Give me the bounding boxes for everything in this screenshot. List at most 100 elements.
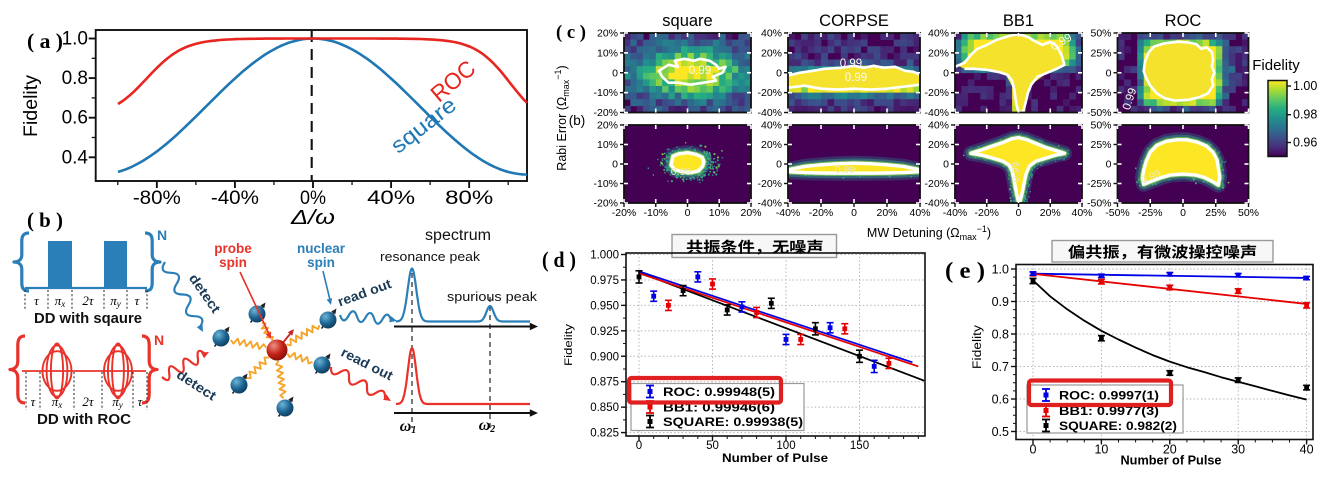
svg-text:πx: πx (55, 293, 66, 309)
svg-text:2τ: 2τ (82, 394, 95, 409)
svg-text:nuclear: nuclear (297, 241, 346, 256)
svg-text:150: 150 (850, 440, 869, 452)
svg-text:1.00: 1.00 (1293, 79, 1317, 93)
svg-text:0.8: 0.8 (62, 68, 88, 89)
svg-text:probe: probe (214, 241, 252, 256)
svg-text:-20%: -20% (757, 87, 782, 99)
svg-text:0.99: 0.99 (671, 166, 692, 178)
svg-text:DD with ROC: DD with ROC (37, 412, 132, 428)
svg-text:50%: 50% (1090, 120, 1111, 132)
svg-text:N: N (154, 332, 164, 348)
svg-text:Fidelity: Fidelity (563, 323, 575, 366)
svg-text:50%: 50% (1238, 207, 1259, 219)
svg-text:-40%: -40% (943, 207, 968, 219)
svg-text:BB1: 0.9977(3): BB1: 0.9977(3) (1059, 404, 1159, 418)
svg-text:-20%: -20% (593, 198, 618, 210)
svg-text:( c ): ( c ) (556, 22, 586, 43)
svg-text:-10%: -10% (643, 207, 668, 219)
svg-text:10%: 10% (597, 47, 618, 59)
svg-text:0: 0 (685, 207, 691, 219)
svg-text:0.8: 0.8 (992, 328, 1009, 342)
svg-text:0.9: 0.9 (992, 295, 1009, 309)
svg-text:Fidelity: Fidelity (972, 325, 984, 369)
svg-text:πy: πy (110, 293, 121, 309)
svg-text:0.950: 0.950 (590, 300, 619, 312)
svg-text:-50%: -50% (1105, 207, 1130, 219)
svg-text:-80%: -80% (133, 188, 181, 209)
svg-text:πy: πy (112, 394, 123, 410)
svg-text:-40%: -40% (924, 198, 949, 210)
svg-text:( a ): ( a ) (27, 29, 63, 53)
svg-text:Number of Pulse: Number of Pulse (1121, 454, 1222, 468)
svg-text:1.0: 1.0 (62, 29, 88, 50)
svg-text:-25%: -25% (1138, 207, 1163, 219)
svg-text:ROC: 0.99948(5): ROC: 0.99948(5) (663, 385, 775, 399)
svg-text:0%: 0% (300, 188, 326, 209)
svg-text:SQUARE: 0.99938(5): SQUARE: 0.99938(5) (663, 415, 803, 429)
svg-text:-10%: -10% (593, 87, 618, 99)
svg-text:-40%: -40% (757, 107, 782, 119)
svg-text:40%: 40% (909, 207, 930, 219)
svg-text:0.875: 0.875 (590, 377, 619, 389)
svg-text:25%: 25% (1205, 207, 1226, 219)
svg-text:πx: πx (52, 394, 63, 410)
svg-text:40%: 40% (928, 28, 949, 40)
svg-text:1.0: 1.0 (992, 263, 1009, 277)
svg-text:-40%: -40% (776, 207, 801, 219)
svg-text:τ: τ (138, 394, 144, 409)
svg-text:2τ: 2τ (82, 293, 95, 308)
svg-text:( b ): ( b ) (27, 208, 63, 232)
svg-text:40%: 40% (1071, 207, 1092, 219)
svg-text:0.925: 0.925 (590, 326, 619, 338)
svg-text:0.6: 0.6 (62, 108, 88, 129)
svg-text:20%: 20% (761, 47, 782, 59)
svg-text:-20%: -20% (924, 87, 949, 99)
svg-text:(b): (b) (569, 113, 586, 128)
svg-text:25%: 25% (1090, 139, 1111, 151)
svg-text:SQUARE: 0.982(2): SQUARE: 0.982(2) (1059, 419, 1177, 433)
svg-text:0.98: 0.98 (1293, 108, 1317, 122)
svg-text:0.5: 0.5 (992, 425, 1009, 439)
svg-text:0.825: 0.825 (590, 428, 619, 440)
svg-text:Δ/ω: Δ/ω (290, 207, 335, 229)
svg-text:0.99: 0.99 (845, 72, 867, 84)
svg-text:40: 40 (1300, 443, 1314, 457)
svg-text:0: 0 (851, 207, 857, 219)
svg-text:-25%: -25% (1087, 87, 1112, 99)
svg-text:τ: τ (135, 293, 141, 308)
svg-text:20%: 20% (597, 120, 618, 132)
svg-text:0: 0 (1030, 443, 1037, 457)
svg-text:0: 0 (612, 67, 618, 79)
svg-text:-40%: -40% (924, 107, 949, 119)
svg-text:-10%: -10% (593, 178, 618, 190)
svg-text:0: 0 (943, 67, 949, 79)
svg-text:-20%: -20% (612, 207, 637, 219)
svg-text:0.96: 0.96 (1293, 136, 1317, 150)
svg-text:square: square (662, 12, 712, 30)
svg-text:-40%: -40% (211, 188, 259, 209)
svg-text:0.7: 0.7 (992, 360, 1009, 374)
svg-text:N: N (157, 227, 167, 243)
svg-text:10%: 10% (709, 207, 730, 219)
svg-text:20%: 20% (1040, 207, 1061, 219)
svg-text:0.99: 0.99 (689, 65, 711, 77)
svg-text:0: 0 (636, 440, 642, 452)
svg-text:-50%: -50% (1087, 107, 1112, 119)
svg-text:10%: 10% (597, 139, 618, 151)
svg-text:0: 0 (1106, 67, 1112, 79)
svg-text:spurious peak: spurious peak (447, 289, 538, 304)
svg-text:DD with sqaure: DD with sqaure (34, 311, 142, 327)
svg-text:0.99: 0.99 (1010, 162, 1022, 183)
svg-text:-20%: -20% (593, 107, 618, 119)
svg-text:CORPSE: CORPSE (819, 12, 889, 30)
svg-text:spin: spin (219, 255, 247, 270)
svg-text:-25%: -25% (1087, 178, 1112, 190)
svg-text:0: 0 (776, 67, 782, 79)
svg-text:0: 0 (1016, 207, 1022, 219)
svg-text:0.4: 0.4 (62, 147, 89, 168)
svg-text:20: 20 (1163, 443, 1177, 457)
svg-text:-40%: -40% (757, 198, 782, 210)
svg-text:0.6: 0.6 (992, 393, 1009, 407)
svg-text:0: 0 (776, 159, 782, 171)
svg-text:20%: 20% (740, 207, 761, 219)
